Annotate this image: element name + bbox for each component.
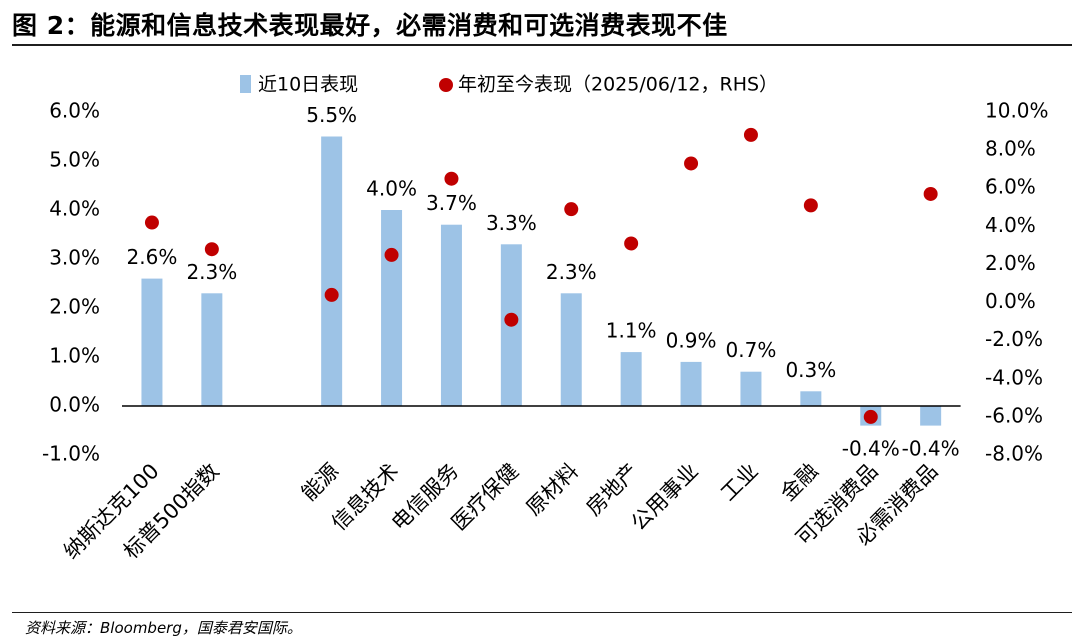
right-tick-label: 8.0% bbox=[985, 137, 1036, 161]
bar-value-label: 5.5% bbox=[306, 103, 357, 127]
bar bbox=[321, 136, 343, 406]
x-tick-label: 金融 bbox=[776, 459, 823, 506]
legend: 近10日表现 年初至今表现（2025/06/12，RHS） bbox=[240, 74, 778, 96]
bar bbox=[680, 361, 702, 406]
right-tick-label: 2.0% bbox=[985, 251, 1036, 275]
legend-bar-label: 近10日表现 bbox=[258, 74, 358, 96]
bar bbox=[560, 293, 582, 406]
dot bbox=[324, 287, 339, 302]
dot bbox=[444, 171, 459, 186]
dot bbox=[384, 247, 399, 262]
left-axis: -1.0% 0.0% 1.0% 2.0% 3.0% 4.0% 5.0% 6.0% bbox=[42, 99, 100, 466]
dot bbox=[144, 215, 159, 230]
bar bbox=[201, 293, 223, 406]
bar-value-label: 2.6% bbox=[127, 245, 178, 269]
bar bbox=[381, 210, 403, 406]
x-tick-label: 原材料 bbox=[522, 459, 584, 521]
right-tick-label: 6.0% bbox=[985, 175, 1036, 199]
dot bbox=[803, 198, 818, 213]
left-tick-label: 0.0% bbox=[49, 393, 100, 417]
bar-value-label: 3.3% bbox=[486, 211, 537, 235]
bar bbox=[141, 278, 163, 406]
dot bbox=[684, 156, 699, 171]
bar-value-label: 1.1% bbox=[606, 319, 657, 343]
chart-title: 图 2：能源和信息技术表现最好，必需消费和可选消费表现不佳 bbox=[12, 11, 728, 40]
legend-dot-label: 年初至今表现（2025/06/12，RHS） bbox=[458, 74, 778, 96]
left-tick-label: 1.0% bbox=[49, 344, 100, 368]
bar-value-label: 3.7% bbox=[426, 191, 477, 215]
dot-series bbox=[144, 127, 938, 424]
left-tick-label: -1.0% bbox=[42, 442, 100, 466]
footer-divider bbox=[12, 612, 1072, 613]
left-tick-label: 6.0% bbox=[49, 99, 100, 123]
bar-value-label: -0.4% bbox=[842, 437, 900, 461]
bar bbox=[740, 371, 762, 406]
right-tick-label: -8.0% bbox=[985, 442, 1043, 466]
dot bbox=[204, 242, 219, 257]
bar-labels: 2.6% 2.3% 5.5% 4.0% 3.7% 3.3% 2.3% 1.1% 0.9% 0.7%… bbox=[127, 103, 960, 461]
x-tick-label: 医疗保健 bbox=[447, 459, 523, 535]
bar-value-label: 0.9% bbox=[666, 328, 717, 352]
bar bbox=[800, 391, 822, 406]
right-axis: -8.0% -6.0% -4.0% -2.0% 0.0% 2.0% 4.0% 6.0% 8.0%… bbox=[985, 99, 1049, 466]
dot bbox=[923, 186, 938, 201]
x-tick-label: 工业 bbox=[716, 459, 763, 506]
bar bbox=[620, 352, 642, 406]
title-divider bbox=[12, 44, 1072, 46]
dot bbox=[564, 202, 579, 217]
x-tick-label: 公用事业 bbox=[626, 459, 702, 535]
bar-series bbox=[141, 136, 942, 426]
left-tick-label: 3.0% bbox=[49, 246, 100, 270]
bar-value-label: 0.3% bbox=[785, 358, 836, 382]
bar-value-label: 2.3% bbox=[186, 260, 237, 284]
dot bbox=[863, 409, 878, 424]
legend-bar-swatch bbox=[240, 75, 251, 93]
dot bbox=[743, 127, 758, 142]
right-tick-label: -6.0% bbox=[985, 403, 1043, 427]
dot bbox=[624, 236, 639, 251]
right-tick-label: 10.0% bbox=[985, 99, 1049, 123]
right-tick-label: -2.0% bbox=[985, 327, 1043, 351]
bar-value-label: 2.3% bbox=[546, 260, 597, 284]
bar-value-label: 0.7% bbox=[726, 338, 777, 362]
bar-value-label: -0.4% bbox=[902, 437, 960, 461]
right-tick-label: 0.0% bbox=[985, 289, 1036, 313]
left-tick-label: 2.0% bbox=[49, 295, 100, 319]
legend-dot-swatch bbox=[439, 78, 453, 92]
left-tick-label: 5.0% bbox=[49, 148, 100, 172]
right-tick-label: -4.0% bbox=[985, 365, 1043, 389]
bar-value-label: 4.0% bbox=[366, 177, 417, 201]
bar bbox=[440, 224, 462, 406]
right-tick-label: 4.0% bbox=[985, 213, 1036, 237]
dot bbox=[504, 312, 519, 327]
source-note: 资料来源：Bloomberg，国泰君安国际。 bbox=[25, 619, 302, 637]
x-tick-label: 能源 bbox=[297, 459, 344, 506]
left-tick-label: 4.0% bbox=[49, 197, 100, 221]
bar bbox=[920, 406, 942, 426]
